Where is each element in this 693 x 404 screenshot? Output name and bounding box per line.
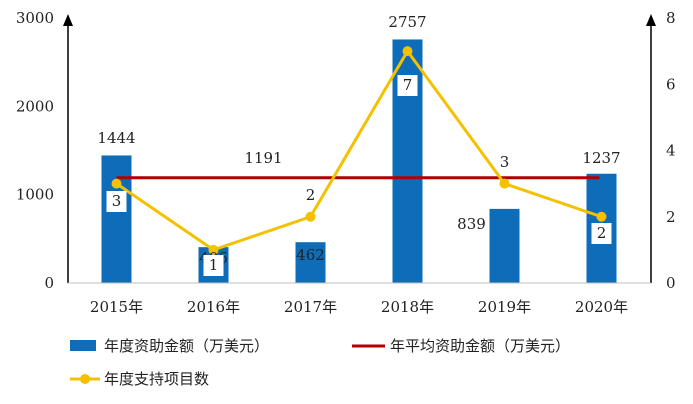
y-right-tick-1: 2: [666, 208, 676, 226]
legend-swatch-count-marker: [80, 374, 90, 384]
x-tick-0: 2015年: [90, 298, 143, 316]
y-left-tick-3: 3000: [16, 9, 54, 27]
y-axis-right-arrow: [646, 14, 656, 26]
y-left-tick-0: 0: [44, 274, 54, 292]
bar-label-0: 1444: [97, 129, 135, 147]
legend-label-count: 年度支持项目数: [104, 370, 209, 388]
count-point-2: [305, 211, 316, 222]
y-right-tick-2: 4: [666, 142, 676, 160]
count-label-box-5: [591, 223, 612, 244]
y-right-tick-4: 8: [666, 9, 676, 27]
count-label-2: 2: [306, 186, 316, 204]
count-label-0: 3: [112, 192, 122, 210]
count-label-box-0: [106, 191, 127, 212]
bar-label-3: 2757: [388, 13, 426, 31]
bar-label-4: 839: [457, 215, 486, 233]
data-labels: 1444406462275783912371191312732: [97, 13, 621, 276]
axes: 0 1000 2000 3000 0 2 4 6 8 2015年 2016年 2017年 2018年 20…: [16, 9, 676, 316]
count-label-box-1: [203, 255, 224, 276]
legend-swatch-bar: [70, 340, 96, 351]
bar-series: [101, 39, 617, 284]
count-point-0: [111, 178, 122, 189]
project-count-series: [111, 46, 607, 255]
y-axis-left-arrow: [63, 14, 73, 26]
count-label-5: 2: [597, 224, 607, 242]
count-line: [115, 49, 602, 252]
bar-2: [295, 242, 326, 283]
legend: 年度资助金额（万美元） 年平均资助金额（万美元） 年度支持项目数: [70, 337, 570, 388]
x-tick-3: 2018年: [381, 298, 434, 316]
x-tick-1: 2016年: [187, 298, 240, 316]
legend-label-average: 年平均资助金额（万美元）: [390, 337, 570, 355]
bar-0: [101, 155, 132, 283]
legend-label-bar: 年度资助金额（万美元）: [104, 337, 269, 355]
count-point-4: [499, 178, 510, 189]
count-label-1: 1: [209, 256, 219, 274]
x-tick-2: 2017年: [284, 298, 337, 316]
average-label: 1191: [244, 149, 282, 167]
y-left-tick-2: 2000: [16, 97, 54, 115]
bar-label-5: 1237: [582, 149, 620, 167]
count-label-box-3: [397, 75, 418, 96]
count-label-3: 7: [403, 76, 413, 94]
bar-4: [489, 208, 520, 283]
y-left-tick-1: 1000: [16, 186, 54, 204]
count-point-5: [596, 211, 607, 222]
x-tick-4: 2019年: [478, 298, 531, 316]
x-tick-5: 2020年: [575, 298, 628, 316]
count-point-3: [402, 46, 413, 57]
y-right-tick-3: 6: [666, 75, 676, 93]
count-point-1: [208, 244, 219, 255]
bar-label-2: 462: [296, 246, 325, 264]
count-label-4: 3: [500, 153, 510, 171]
y-right-tick-0: 0: [666, 274, 676, 292]
